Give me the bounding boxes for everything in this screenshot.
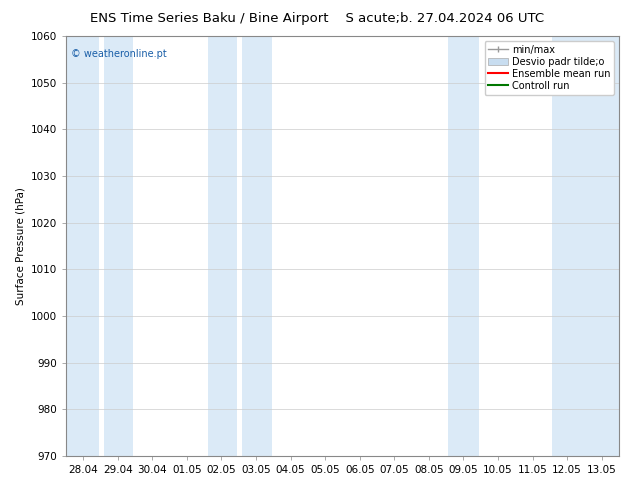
Legend: min/max, Desvio padr tilde;o, Ensemble mean run, Controll run: min/max, Desvio padr tilde;o, Ensemble m…	[484, 41, 614, 95]
Bar	[104, 36, 133, 456]
Bar	[207, 36, 237, 456]
Bar	[448, 36, 479, 456]
Text: ENS Time Series Baku / Bine Airport    S acute;b. 27.04.2024 06 UTC: ENS Time Series Baku / Bine Airport S ac…	[90, 12, 544, 25]
Bar	[552, 36, 619, 456]
Bar	[66, 36, 99, 456]
Text: © weatheronline.pt: © weatheronline.pt	[72, 49, 167, 59]
Y-axis label: Surface Pressure (hPa): Surface Pressure (hPa)	[15, 187, 25, 305]
Bar	[242, 36, 271, 456]
